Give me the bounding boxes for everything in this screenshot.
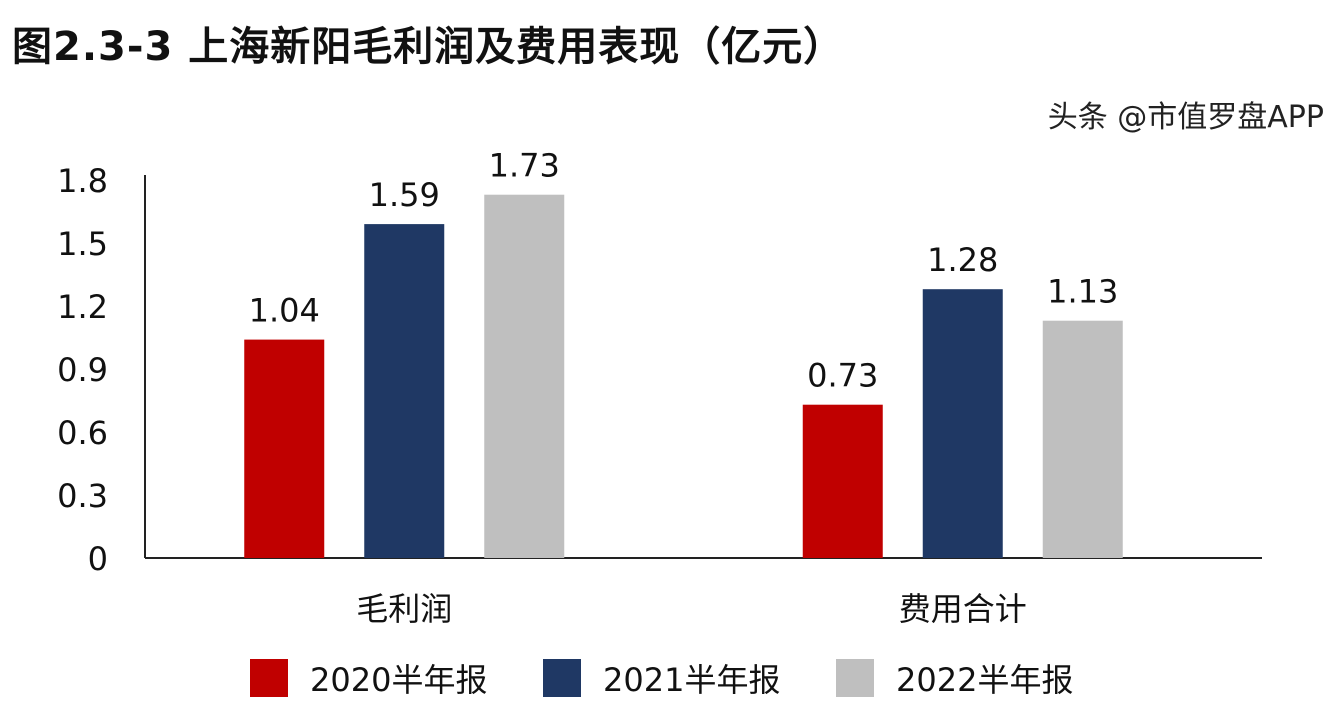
- data-label: 1.13: [1047, 273, 1118, 311]
- bar: [484, 194, 565, 558]
- legend-label: 2021半年报: [603, 661, 781, 699]
- legend-label: 2020半年报: [310, 661, 488, 699]
- legend-item-2020: 2020半年报: [250, 655, 487, 701]
- y-tick-label: 0.6: [57, 414, 108, 452]
- data-label: 1.73: [489, 147, 560, 185]
- legend-swatch: [543, 659, 581, 697]
- y-tick-label: 1.2: [57, 288, 108, 326]
- watermark: 头条 @市值罗盘APP: [1047, 100, 1324, 135]
- x-tick-label: 毛利润: [356, 590, 452, 628]
- data-label: 1.59: [369, 176, 440, 214]
- y-tick-label: 0.9: [57, 351, 108, 389]
- x-tick-label: 费用合计: [899, 590, 1027, 628]
- legend-swatch: [836, 659, 874, 697]
- legend-label: 2022半年报: [896, 661, 1074, 699]
- y-tick-label: 0.3: [57, 477, 108, 515]
- chart-title: 图2.3-3 上海新阳毛利润及费用表现（亿元）: [12, 24, 845, 70]
- data-label: 1.04: [249, 292, 320, 330]
- y-tick-label: 0: [88, 540, 108, 578]
- bar: [364, 224, 445, 558]
- legend-item-2021: 2021半年报: [543, 655, 780, 701]
- y-tick-label: 1.8: [57, 162, 108, 200]
- data-label: 1.28: [927, 241, 998, 279]
- data-label: 0.73: [807, 357, 878, 395]
- bar: [802, 404, 883, 558]
- y-tick-label: 1.5: [57, 225, 108, 263]
- bar: [1042, 320, 1123, 558]
- legend-item-2022: 2022半年报: [836, 655, 1073, 701]
- bar: [244, 339, 325, 558]
- bar: [922, 289, 1003, 558]
- legend-swatch: [250, 659, 288, 697]
